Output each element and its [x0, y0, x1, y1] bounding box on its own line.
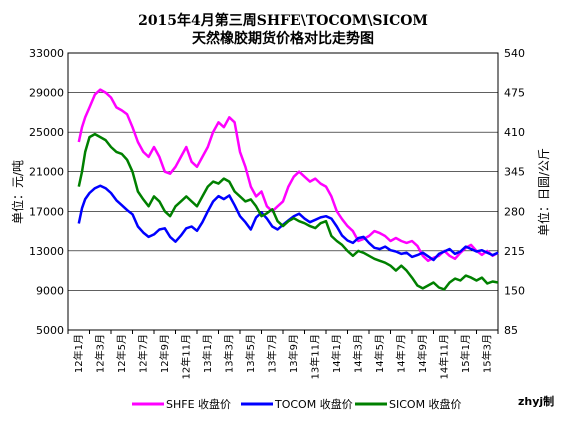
- left-tick-label: 29000: [29, 87, 64, 100]
- x-axis-ticks: 12年1月 12年3月 12年5月 12年7月 12年9月 12年11月 13年1月 13年3…: [67, 330, 499, 379]
- plot-area-frame: [67, 52, 499, 331]
- x-tick-label: 14年1月: [330, 334, 343, 373]
- left-tick-label: 17000: [29, 205, 64, 218]
- x-tick-label: 15年1月: [459, 334, 472, 373]
- x-tick-label: 12年11月: [179, 334, 192, 379]
- x-tick-label: 13年9月: [287, 334, 300, 373]
- right-tick-label: 150: [504, 284, 525, 297]
- right-tick-label: 410: [504, 126, 525, 139]
- grid-lines: [68, 52, 498, 331]
- y-axis-label-right: 单位：日圆/公斤: [536, 148, 551, 236]
- credit-label: zhyj制: [518, 394, 554, 408]
- x-tick-label: 13年1月: [201, 334, 214, 373]
- x-tick-label: 15年3月: [480, 334, 493, 373]
- right-tick-label: 540: [504, 47, 525, 60]
- x-tick-label: 13年7月: [265, 334, 278, 373]
- left-tick-label: 13000: [29, 245, 64, 258]
- x-tick-label: 13年11月: [308, 334, 321, 379]
- x-tick-label: 12年9月: [158, 334, 171, 373]
- right-axis-ticks: 85 150 215 280 345 410 475 540: [504, 47, 525, 337]
- series-line: [77, 88, 499, 263]
- series-line: [77, 132, 499, 291]
- left-tick-label: 9000: [36, 284, 64, 297]
- x-tick-label: 14年5月: [373, 334, 386, 373]
- chart-title-line1: 2015年4月第三周SHFE\TOCOM\SICOM: [138, 12, 428, 29]
- series-layer: [77, 88, 499, 291]
- x-tick-label: 12年1月: [72, 334, 85, 373]
- legend-label: TOCOM 收盘价: [274, 397, 353, 411]
- x-tick-label: 12年5月: [115, 334, 128, 373]
- x-tick-label: 13年3月: [222, 334, 235, 373]
- legend-label: SHFE 收盘价: [166, 397, 231, 411]
- right-tick-label: 475: [504, 87, 525, 100]
- legend-label: SICOM 收盘价: [389, 397, 462, 411]
- x-tick-label: 12年7月: [136, 334, 149, 373]
- x-tick-label: 12年3月: [93, 334, 106, 373]
- legend: SHFE 收盘价 TOCOM 收盘价 SICOM 收盘价: [132, 397, 462, 411]
- chart-title-line2: 天然橡胶期货价格对比走势图: [192, 30, 374, 47]
- x-tick-label: 14年11月: [437, 334, 450, 379]
- left-tick-label: 25000: [29, 126, 64, 139]
- right-tick-label: 215: [504, 245, 525, 258]
- left-tick-label: 33000: [29, 47, 64, 60]
- x-tick-label: 14年3月: [351, 334, 364, 373]
- x-tick-label: 13年5月: [244, 334, 257, 373]
- left-axis-ticks: 5000 9000 13000 17000 21000 25000 29000 33000: [29, 47, 64, 337]
- x-tick-label: 14年7月: [394, 334, 407, 373]
- right-tick-label: 85: [504, 324, 518, 337]
- right-tick-label: 345: [504, 166, 525, 179]
- left-tick-label: 21000: [29, 166, 64, 179]
- x-tick-label: 14年9月: [416, 334, 429, 373]
- y-axis-label-left: 单位：元/吨: [10, 160, 25, 224]
- right-tick-label: 280: [504, 205, 525, 218]
- left-tick-label: 5000: [36, 324, 64, 337]
